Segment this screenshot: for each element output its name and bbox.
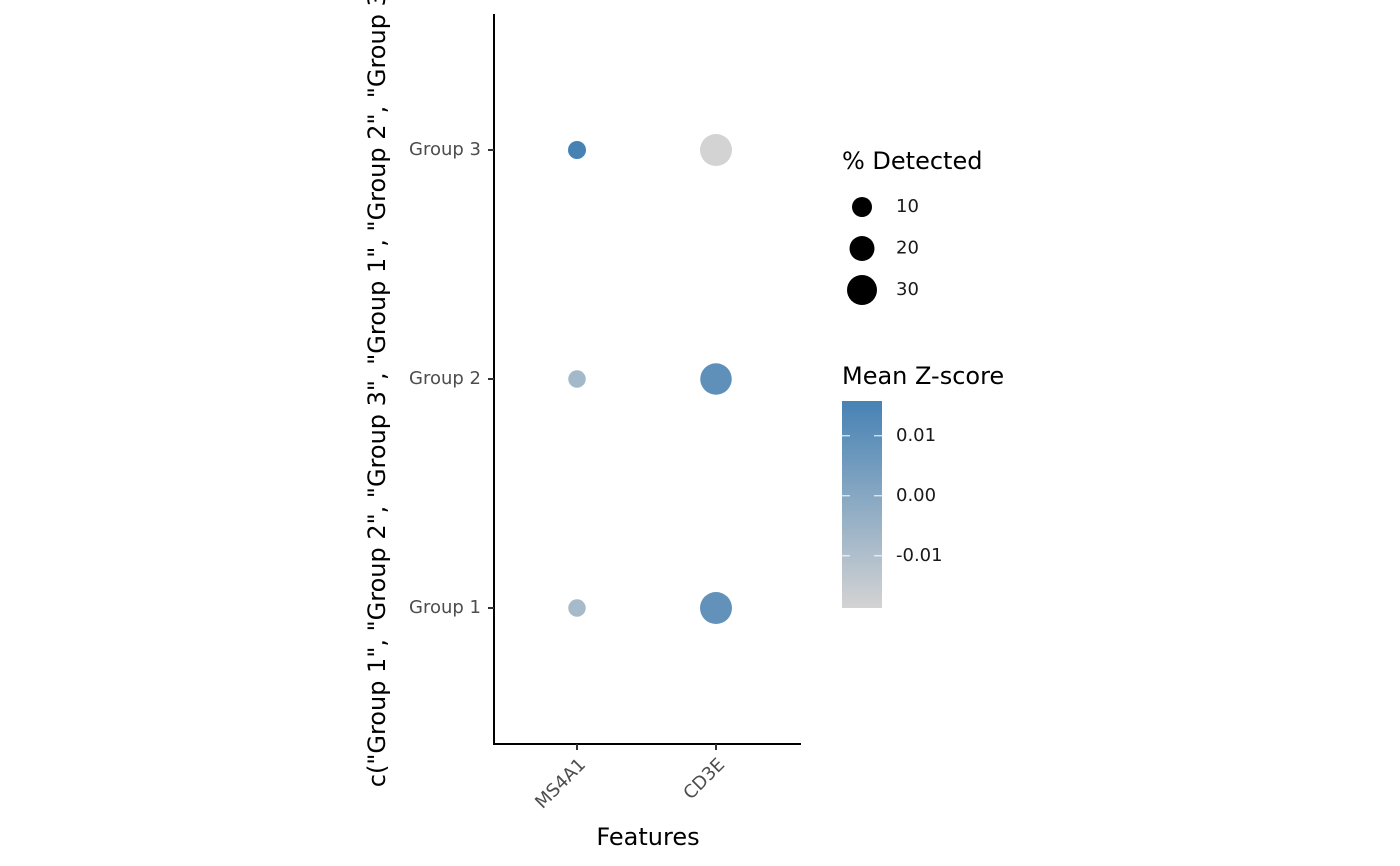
dot [700, 592, 732, 624]
size-legend-key [847, 275, 877, 305]
size-legend-label: 10 [896, 196, 919, 217]
size-legend-label: 20 [896, 238, 919, 259]
size-legend-title: % Detected [842, 147, 982, 175]
y-tick-label: Group 1 [409, 597, 481, 618]
x-tick-label: MS4A1 [531, 754, 590, 813]
dot [568, 370, 586, 388]
color-legend-label: -0.01 [896, 545, 943, 566]
dot [700, 363, 732, 395]
color-legend-label: 0.01 [896, 425, 936, 446]
size-legend-label: 30 [896, 279, 919, 300]
color-legend-label: 0.00 [896, 485, 936, 506]
color-legend-title: Mean Z-score [842, 362, 1004, 390]
x-axis-title: Features [596, 823, 699, 851]
dot [568, 599, 586, 617]
y-tick-label: Group 3 [409, 139, 481, 160]
size-legend-key [852, 197, 872, 217]
dot [568, 141, 586, 159]
size-legend-key [849, 236, 875, 261]
dot [700, 134, 732, 166]
y-tick-label: Group 2 [409, 368, 481, 389]
y-axis-title: c("Group 1", "Group 2", "Group 3", "Grou… [363, 0, 391, 787]
x-tick-label: CD3E [679, 754, 729, 804]
color-bar [842, 401, 882, 608]
